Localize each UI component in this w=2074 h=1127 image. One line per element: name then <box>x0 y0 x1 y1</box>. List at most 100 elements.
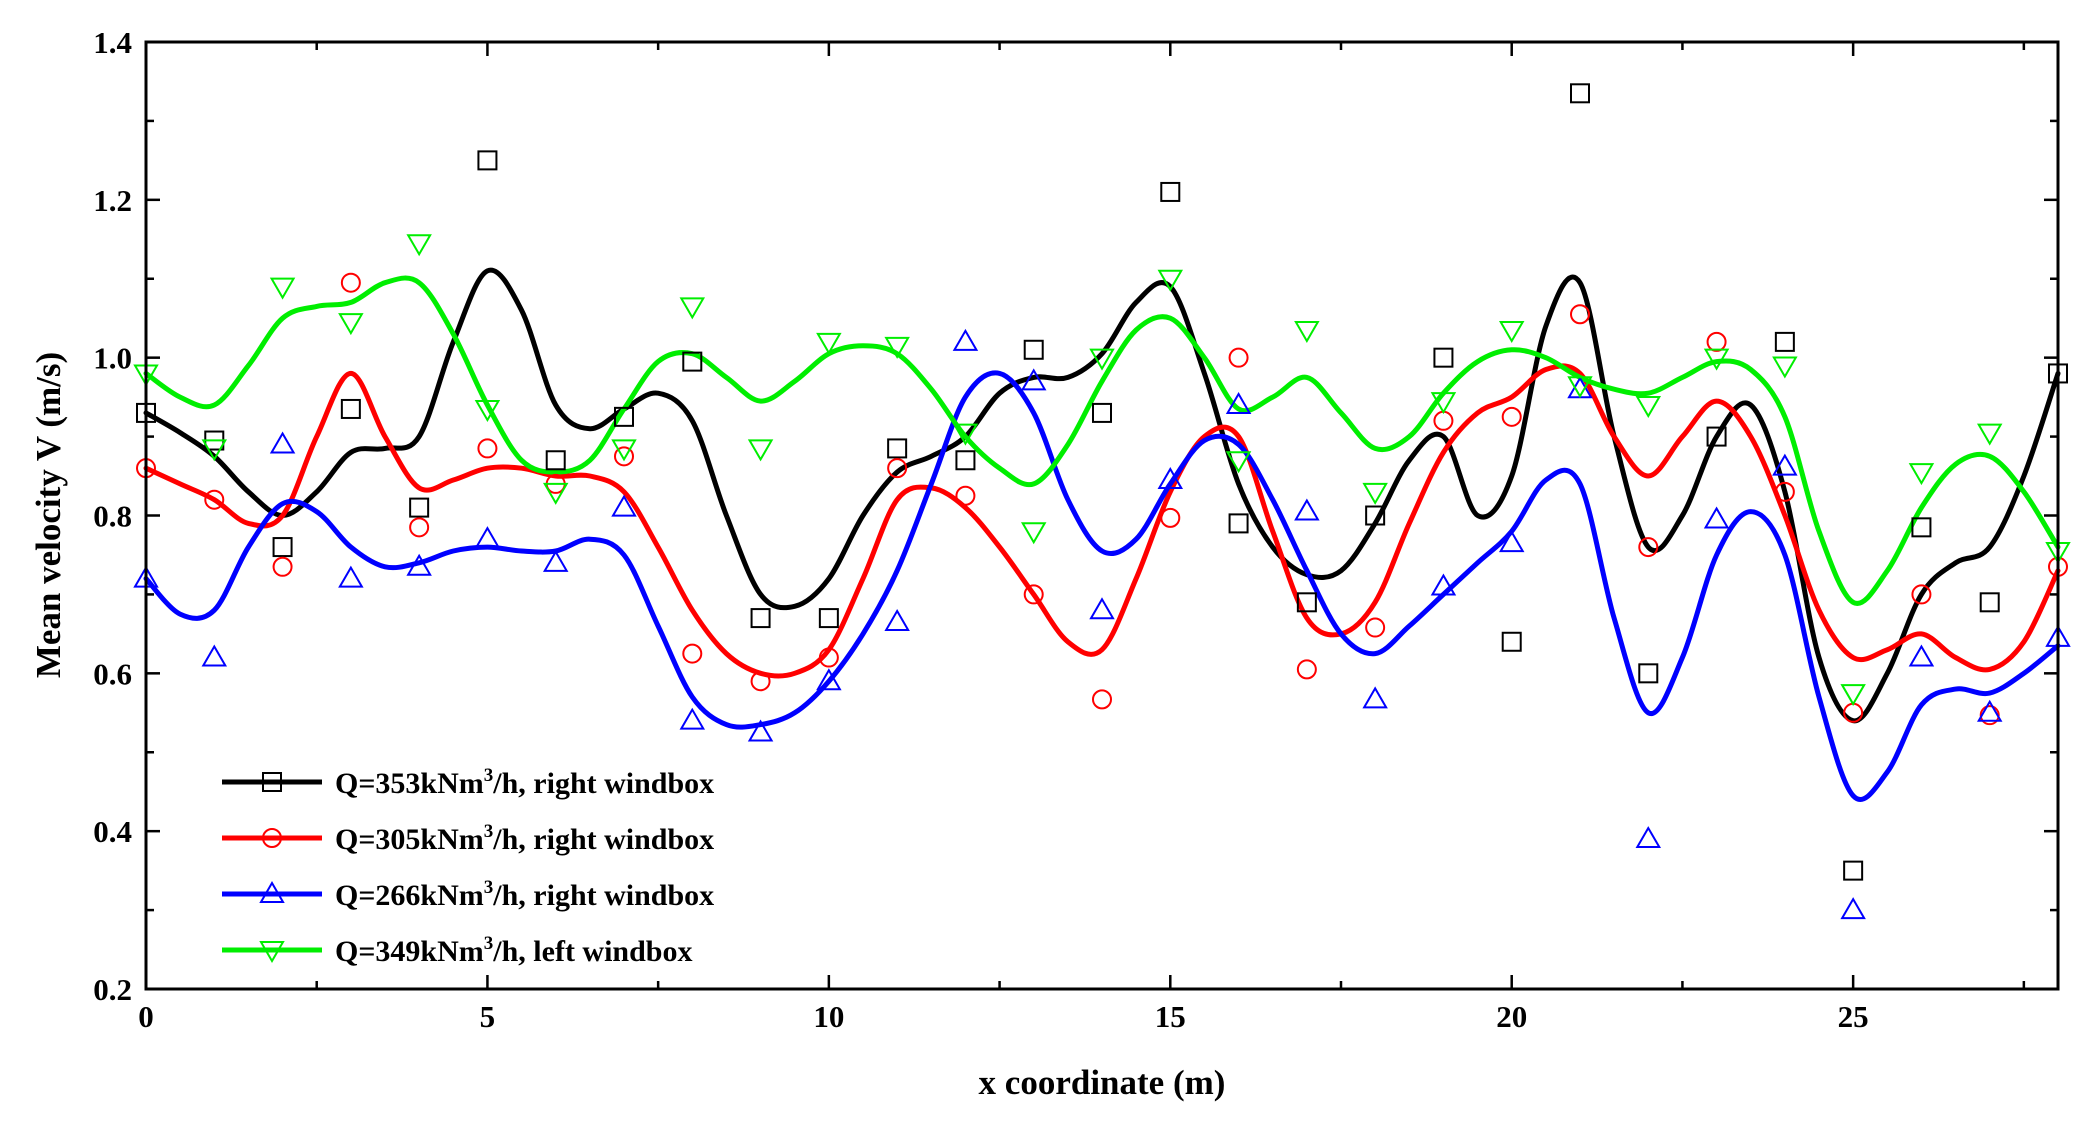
series-1-point <box>1774 331 1795 352</box>
legend-marker <box>262 772 282 792</box>
series-1-point <box>1706 426 1727 447</box>
series-2-point <box>818 647 839 668</box>
series-3-point <box>1225 392 1252 415</box>
series-2-point <box>1979 705 2000 726</box>
series-3-point <box>1908 644 1935 667</box>
series-1-point <box>1365 505 1386 526</box>
y-tick-label: 0.4 <box>93 814 132 849</box>
series-2-point <box>1570 304 1590 325</box>
series-1-point <box>955 450 976 471</box>
x-axis: 0 5 10 15 20 25 <box>138 42 2026 1034</box>
series-4-point <box>542 482 569 505</box>
series-1-point <box>1092 402 1112 423</box>
x-tick-label: 10 <box>813 999 844 1034</box>
series-4-point <box>1430 392 1457 415</box>
series-4-point <box>884 336 910 359</box>
legend-marker <box>259 941 285 963</box>
series-4-point <box>474 399 501 422</box>
series-1-point <box>272 537 293 558</box>
series-4-point <box>952 423 979 446</box>
series-3-point <box>474 526 501 549</box>
x-tick-label: 25 <box>1838 999 1869 1034</box>
series-3-point <box>611 494 637 517</box>
series-2-point <box>614 446 634 467</box>
legend-label: Q=349kNm3/h, left windbox <box>335 933 693 968</box>
series-4-point <box>1908 463 1935 486</box>
series-1-point <box>1296 592 1317 613</box>
series-1-point <box>545 450 566 471</box>
series-1-point <box>1843 860 1864 881</box>
series-2-point <box>682 643 703 664</box>
series-1-point <box>887 438 908 459</box>
series-4-point <box>611 439 637 462</box>
series-3-point <box>1157 466 1184 489</box>
series-2-point <box>887 458 908 479</box>
series-2-point <box>1228 347 1249 368</box>
series-3-point <box>406 553 432 576</box>
series-2-point <box>750 671 771 692</box>
series-3-point <box>884 609 910 632</box>
legend-label: Q=266kNm3/h, right windbox <box>335 877 714 912</box>
series-4-point <box>338 313 364 336</box>
series-4-point <box>1567 376 1593 399</box>
series-3-point <box>1294 498 1320 521</box>
series-4-line <box>143 275 2061 606</box>
series-3-point <box>1089 597 1115 620</box>
y-tick-label: 0.8 <box>93 499 132 534</box>
series-3-point <box>201 644 228 667</box>
series-1-point <box>682 351 703 372</box>
y-tick-label: 1.0 <box>93 341 132 376</box>
series-2-point <box>1296 659 1317 680</box>
series-3-point <box>816 668 842 691</box>
y-tick-label: 1.2 <box>93 183 132 218</box>
y-tick-label: 0.6 <box>93 656 132 691</box>
series-2-point <box>340 272 361 293</box>
series-3-point <box>1772 453 1798 476</box>
series-4-point <box>816 332 842 355</box>
series-4-point <box>1840 684 1866 707</box>
series-2-point <box>1774 481 1795 502</box>
series-1-point <box>1911 517 1932 538</box>
series-1-line <box>143 267 2061 724</box>
series-4-point <box>1772 356 1798 379</box>
series-3-point <box>747 719 774 742</box>
series-3-point <box>269 431 296 454</box>
series-4-point <box>1703 348 1730 371</box>
legend-marker <box>259 881 285 903</box>
series-4-point <box>1157 269 1184 292</box>
series-2-point <box>204 489 225 510</box>
series-2-point <box>1365 617 1386 638</box>
series-3-point <box>1840 897 1866 920</box>
series-1-point <box>1570 83 1590 104</box>
series-2-point <box>1023 584 1044 605</box>
series-1-point <box>340 398 361 419</box>
series-1-point <box>818 608 839 629</box>
series-1-point <box>1160 181 1181 202</box>
legend-marker <box>262 828 282 848</box>
series-2-line <box>143 363 2061 679</box>
series-3-point <box>679 707 706 730</box>
series-4-point <box>747 439 774 462</box>
series-2-point <box>1638 537 1659 558</box>
series-4-point <box>1635 396 1662 419</box>
series-1-point <box>409 497 430 518</box>
series-3-point <box>1976 699 2003 722</box>
series-1-point <box>477 150 498 171</box>
series-1-point <box>1501 631 1522 652</box>
series-3-point <box>1020 368 1047 391</box>
series-4-point <box>1020 522 1047 545</box>
series-4-point <box>1362 482 1388 505</box>
series-2-point <box>1706 331 1727 352</box>
x-tick-label: 15 <box>1155 999 1186 1034</box>
series-1-point <box>614 406 634 427</box>
series-4-point <box>1976 423 2003 446</box>
series-1-point <box>750 608 771 629</box>
series-3-point <box>952 328 979 351</box>
series-4-point <box>1498 321 1525 344</box>
series-4-point <box>679 297 706 320</box>
series-3-point <box>1635 826 1662 849</box>
x-axis-title: x coordinate (m) <box>979 1063 1226 1102</box>
series-4-point <box>201 439 228 462</box>
series-1-point <box>1433 347 1454 368</box>
